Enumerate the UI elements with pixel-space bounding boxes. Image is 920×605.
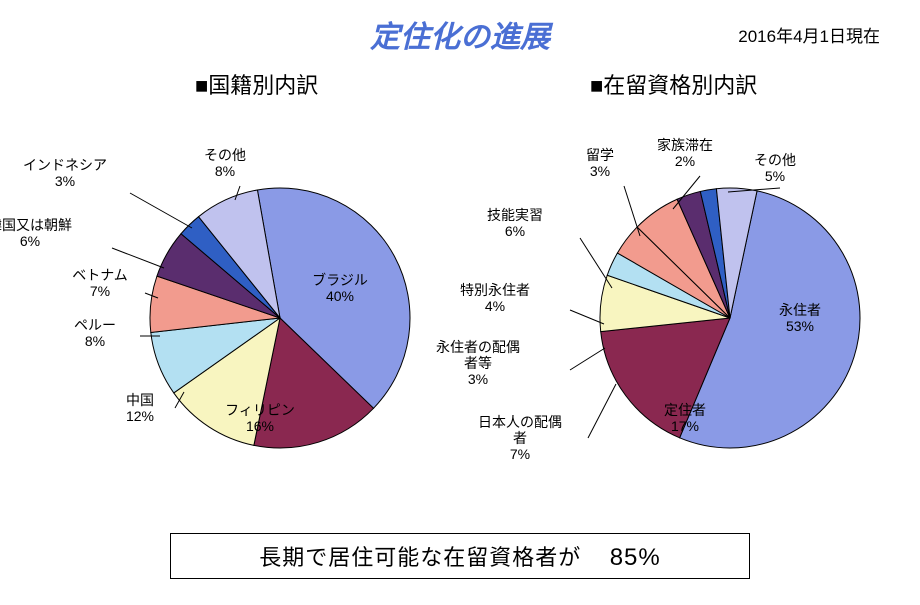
slice-label: その他8% bbox=[204, 147, 246, 179]
left-pie-chart: ブラジル40% フィリピン16% 中国12% ペルー8% ベトナム7%韓国又は朝鮮6% イ… bbox=[0, 108, 460, 508]
slice-label: その他5% bbox=[754, 152, 796, 184]
footer-text: 長期で居住可能な在留資格者が bbox=[259, 545, 581, 570]
slice-label: 特別永住者4% bbox=[460, 282, 530, 314]
slice-label: ブラジル40% bbox=[312, 272, 368, 304]
slice-label: 日本人の配偶者7% bbox=[478, 414, 562, 462]
slice-label: ベトナム7% bbox=[72, 267, 128, 299]
slice-label: 韓国又は朝鮮6% bbox=[0, 217, 72, 249]
slice-label: 留学3% bbox=[586, 147, 614, 179]
main-title: 定住化の進展 bbox=[370, 12, 550, 56]
right-subtitle: ■在留資格別内訳 bbox=[590, 68, 757, 100]
slice-label: ペルー8% bbox=[74, 317, 116, 349]
date-note: 2016年4月1日現在 bbox=[738, 22, 880, 47]
slice-label: 定住者17% bbox=[664, 402, 706, 434]
slice-label: 技能実習6% bbox=[487, 207, 543, 239]
slice-label: 中国12% bbox=[126, 392, 154, 424]
slice-label: 永住者の配偶者等3% bbox=[436, 339, 520, 387]
footer-callout: 長期で居住可能な在留資格者が 85% bbox=[170, 533, 750, 579]
slice-label: 家族滞在2% bbox=[657, 137, 713, 169]
slice-label: フィリピン16% bbox=[225, 402, 295, 434]
slice-label: 永住者53% bbox=[779, 302, 821, 334]
left-subtitle: ■国籍別内訳 bbox=[195, 68, 318, 100]
right-pie-chart: 永住者53%定住者17%日本人の配偶者7%永住者の配偶者等3%特別永住者4%技能… bbox=[460, 108, 920, 508]
slice-label: インドネシア3% bbox=[23, 157, 107, 189]
footer-value: 85% bbox=[610, 544, 661, 571]
